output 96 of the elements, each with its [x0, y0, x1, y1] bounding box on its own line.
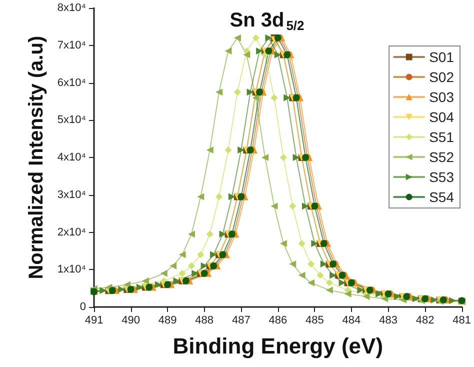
point: [376, 290, 383, 298]
point: [262, 154, 269, 161]
point: [265, 34, 272, 42]
point: [160, 277, 168, 284]
point: [224, 146, 232, 154]
point: [344, 290, 352, 298]
point: [284, 94, 291, 102]
point: [238, 146, 245, 154]
point: [270, 202, 278, 210]
point: [270, 94, 278, 102]
legend-label: S03: [429, 89, 454, 105]
x-tick-label: 486: [268, 314, 288, 326]
x-axis-title: Binding Energy (eV): [172, 334, 384, 358]
x-tick-label: 487: [232, 314, 250, 326]
point: [234, 88, 241, 96]
point: [246, 88, 254, 96]
y-tick-label: 3x10⁴: [57, 188, 86, 201]
y-tick-label: 7x10⁴: [57, 39, 86, 52]
point: [216, 193, 223, 200]
x-tick-label: 491: [84, 314, 104, 326]
legend-label: S51: [429, 129, 454, 145]
legend-label: S02: [429, 69, 454, 85]
point: [262, 51, 269, 58]
point: [234, 34, 241, 42]
point: [160, 270, 168, 277]
point: [206, 146, 214, 154]
point: [224, 47, 232, 54]
y-tick-label: 6x10⁴: [57, 76, 86, 89]
point: [197, 193, 204, 200]
point: [357, 286, 364, 294]
point: [142, 277, 149, 284]
y-tick-label: 4x10⁴: [57, 152, 86, 164]
x-tick-label: 485: [306, 314, 324, 326]
point: [320, 260, 328, 268]
point: [173, 277, 180, 284]
point: [252, 34, 260, 42]
x-tick-label: 488: [195, 314, 214, 326]
point: [136, 284, 144, 291]
y-tick-label: 5x10⁴: [57, 114, 86, 126]
y-tick-label: 2x10⁴: [57, 226, 86, 238]
y-axis-title: Normalized Intensity (a.u): [26, 36, 48, 280]
point: [170, 262, 177, 270]
y-tick-label: 1x10⁴: [57, 264, 86, 276]
point: [243, 51, 250, 58]
legend-label: S52: [429, 149, 454, 165]
point: [412, 295, 420, 302]
x-tick-label: 490: [122, 314, 140, 326]
point: [274, 51, 282, 58]
point: [219, 230, 226, 238]
legend-label: S01: [429, 49, 454, 65]
point: [100, 287, 107, 294]
point: [302, 202, 309, 210]
x-tick-label: 489: [158, 314, 177, 326]
point: [308, 260, 315, 268]
point: [228, 193, 236, 200]
point: [394, 293, 401, 300]
point: [362, 293, 370, 300]
point: [289, 260, 296, 268]
y-tick-label: 8x10⁴: [57, 2, 86, 14]
x-tick-label: 482: [416, 314, 434, 326]
point: [311, 240, 318, 247]
x-tick-label: 484: [342, 314, 361, 326]
point: [192, 270, 199, 277]
point: [188, 262, 195, 270]
point: [256, 47, 264, 54]
point: [252, 94, 260, 102]
point: [280, 154, 287, 161]
point: [216, 88, 223, 96]
point: [326, 286, 333, 294]
point: [292, 154, 300, 161]
x-tick-label: 481: [452, 314, 472, 326]
legend-label: S54: [429, 189, 454, 205]
point: [188, 230, 195, 238]
point: [280, 240, 287, 247]
point: [154, 281, 162, 288]
point: [326, 279, 333, 286]
point: [298, 272, 306, 279]
point: [449, 297, 456, 304]
point: [298, 240, 306, 247]
point: [178, 270, 186, 277]
point: [330, 272, 337, 279]
point: [308, 279, 315, 286]
point: [197, 251, 204, 258]
point: [118, 286, 126, 293]
point: [316, 272, 324, 279]
legend-label: S04: [429, 109, 454, 125]
point: [178, 251, 186, 258]
point: [430, 296, 438, 304]
y-tick-label: 0: [80, 301, 86, 313]
point: [210, 251, 218, 258]
x-tick-label: 483: [379, 314, 398, 326]
point: [289, 202, 296, 210]
point: [206, 230, 214, 238]
legend-label: S53: [429, 169, 454, 185]
point: [338, 279, 346, 286]
point: [200, 262, 208, 270]
